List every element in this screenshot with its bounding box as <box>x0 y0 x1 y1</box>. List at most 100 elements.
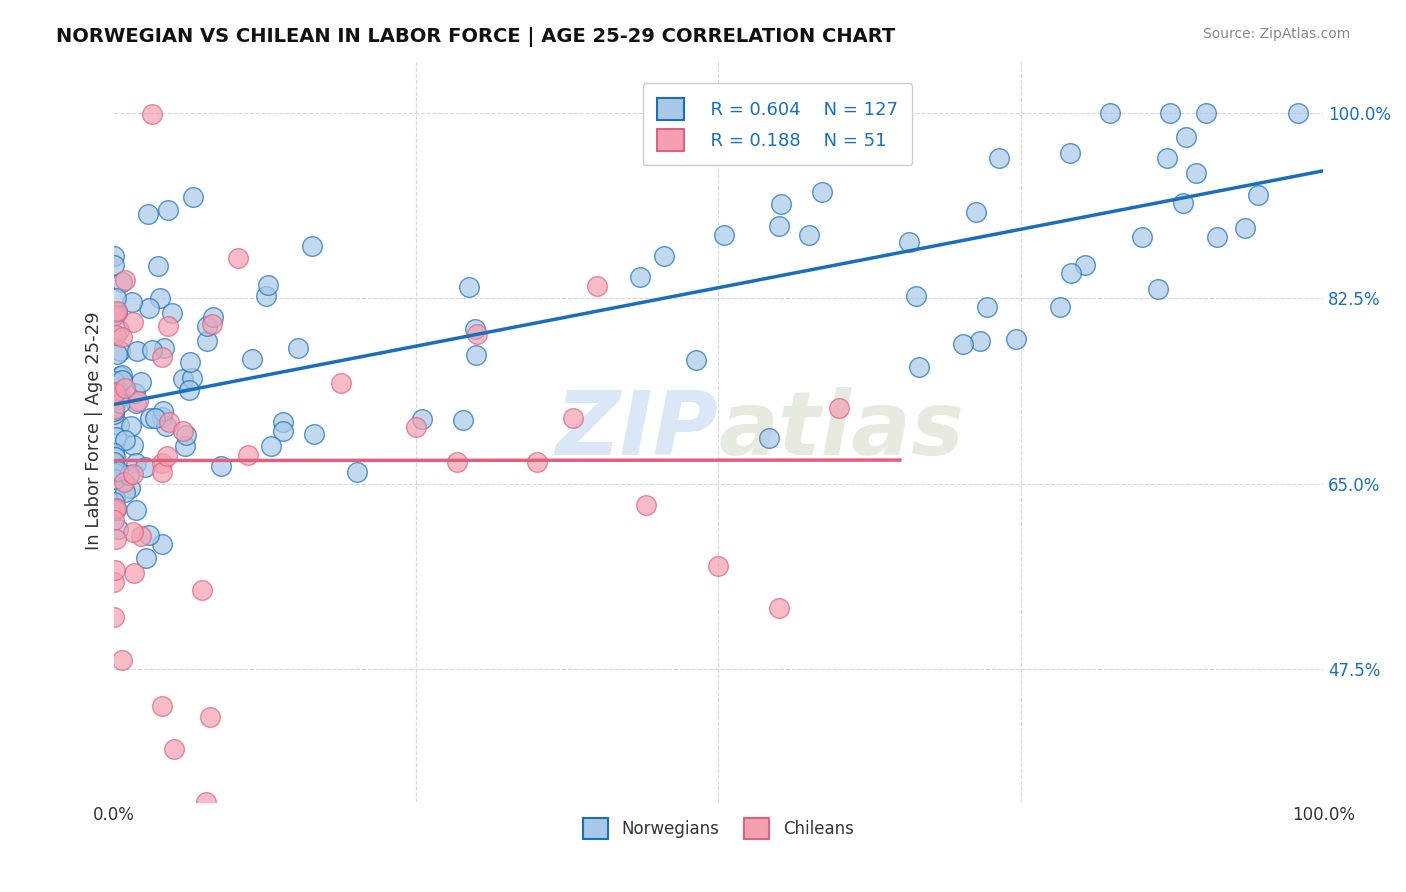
Point <box>191 582 214 597</box>
Point <box>446 455 468 469</box>
Point <box>103 407 125 421</box>
Point <box>120 481 142 495</box>
Point <box>125 396 148 410</box>
Point <box>111 275 134 289</box>
Point <box>1171 195 1194 210</box>
Point <box>118 467 141 482</box>
Point <box>562 410 585 425</box>
Point <box>411 412 433 426</box>
Point <box>768 601 790 615</box>
Point <box>1159 105 1181 120</box>
Point <box>152 341 174 355</box>
Point <box>127 393 149 408</box>
Point <box>138 411 160 425</box>
Point <box>586 278 609 293</box>
Point <box>965 204 987 219</box>
Point <box>107 305 129 319</box>
Point <box>405 420 427 434</box>
Point <box>174 428 197 442</box>
Point <box>179 354 201 368</box>
Point <box>1233 220 1256 235</box>
Point <box>160 305 183 319</box>
Point <box>104 464 127 478</box>
Point <box>105 303 128 318</box>
Point <box>254 289 277 303</box>
Point <box>110 344 132 359</box>
Point <box>124 385 146 400</box>
Point <box>1132 229 1154 244</box>
Point <box>707 559 730 574</box>
Point <box>104 563 127 577</box>
Point <box>1004 332 1026 346</box>
Point <box>177 383 200 397</box>
Point <box>104 467 127 481</box>
Point <box>114 273 136 287</box>
Point <box>103 248 125 262</box>
Point <box>103 308 125 322</box>
Point <box>122 524 145 539</box>
Point <box>329 376 352 390</box>
Point <box>770 197 793 211</box>
Point <box>104 384 127 399</box>
Point <box>1174 129 1197 144</box>
Point <box>1059 145 1081 160</box>
Point <box>848 144 870 158</box>
Point <box>120 419 142 434</box>
Point <box>104 291 127 305</box>
Point <box>465 348 488 362</box>
Point <box>103 258 125 272</box>
Point <box>111 330 134 344</box>
Point <box>149 291 172 305</box>
Point <box>122 566 145 580</box>
Point <box>155 418 177 433</box>
Point <box>236 448 259 462</box>
Point <box>105 502 128 516</box>
Point <box>138 207 160 221</box>
Point <box>271 415 294 429</box>
Point <box>134 460 156 475</box>
Point <box>163 741 186 756</box>
Point <box>952 337 974 351</box>
Point <box>105 347 128 361</box>
Point <box>110 368 132 383</box>
Point <box>797 228 820 243</box>
Point <box>905 289 928 303</box>
Point <box>1098 105 1121 120</box>
Point <box>121 467 143 481</box>
Point <box>150 537 173 551</box>
Point <box>138 301 160 315</box>
Point <box>103 457 125 471</box>
Point <box>122 437 145 451</box>
Point <box>107 418 129 433</box>
Point <box>713 227 735 242</box>
Point <box>141 343 163 357</box>
Point <box>1156 151 1178 165</box>
Point <box>465 327 488 342</box>
Point <box>464 322 486 336</box>
Point <box>103 374 125 388</box>
Point <box>346 465 368 479</box>
Point <box>148 259 170 273</box>
Point <box>150 410 173 425</box>
Point <box>152 404 174 418</box>
Point <box>526 455 548 469</box>
Point <box>104 471 127 485</box>
Point <box>107 392 129 406</box>
Point <box>181 370 204 384</box>
Point <box>121 294 143 309</box>
Point <box>886 120 908 134</box>
Point <box>1205 229 1227 244</box>
Point <box>103 575 125 590</box>
Point <box>103 455 125 469</box>
Point <box>103 401 125 416</box>
Point <box>150 699 173 714</box>
Text: Source: ZipAtlas.com: Source: ZipAtlas.com <box>1202 27 1350 41</box>
Point <box>157 202 180 217</box>
Point <box>1059 266 1081 280</box>
Point <box>135 551 157 566</box>
Point <box>1185 166 1208 180</box>
Point <box>202 310 225 324</box>
Point <box>103 404 125 418</box>
Point <box>226 251 249 265</box>
Point <box>174 439 197 453</box>
